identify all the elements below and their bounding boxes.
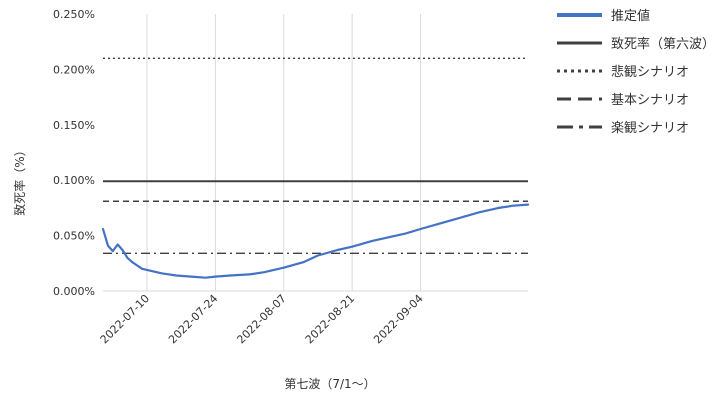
y-tick-label: 0.250% bbox=[53, 8, 95, 21]
x-tick-label: 2022-08-21 bbox=[303, 292, 357, 346]
series-lines bbox=[101, 203, 530, 279]
x-axis-label: 第七波（7/1～） bbox=[284, 377, 375, 391]
x-tick-label: 2022-07-10 bbox=[98, 292, 152, 346]
legend-label: 基本シナリオ bbox=[611, 93, 689, 108]
reference-lines bbox=[103, 57, 528, 255]
x-tick-label: 2022-09-04 bbox=[371, 292, 425, 346]
y-axis-label: 致死率（%） bbox=[12, 144, 27, 215]
y-tick-label: 0.100% bbox=[53, 174, 95, 187]
y-tick-label: 0.000% bbox=[53, 285, 95, 298]
legend-label: 致死率（第六波） bbox=[611, 36, 715, 52]
legend-label: 悲観シナリオ bbox=[611, 64, 689, 80]
estimate-line bbox=[101, 203, 530, 279]
y-tick-label: 0.150% bbox=[53, 119, 95, 132]
axes: 致死率（%） 第七波（7/1～） 2022-07-10 2022-07-24 202… bbox=[12, 8, 426, 391]
x-tick-label: 2022-07-24 bbox=[166, 292, 220, 346]
y-tick-label: 0.050% bbox=[53, 230, 95, 243]
grid bbox=[103, 14, 528, 292]
y-tick-label: 0.200% bbox=[53, 63, 95, 76]
legend-label: 楽観シナリオ bbox=[611, 120, 689, 136]
legend-label: 推定値 bbox=[611, 8, 650, 24]
x-tick-label: 2022-08-07 bbox=[234, 292, 288, 346]
